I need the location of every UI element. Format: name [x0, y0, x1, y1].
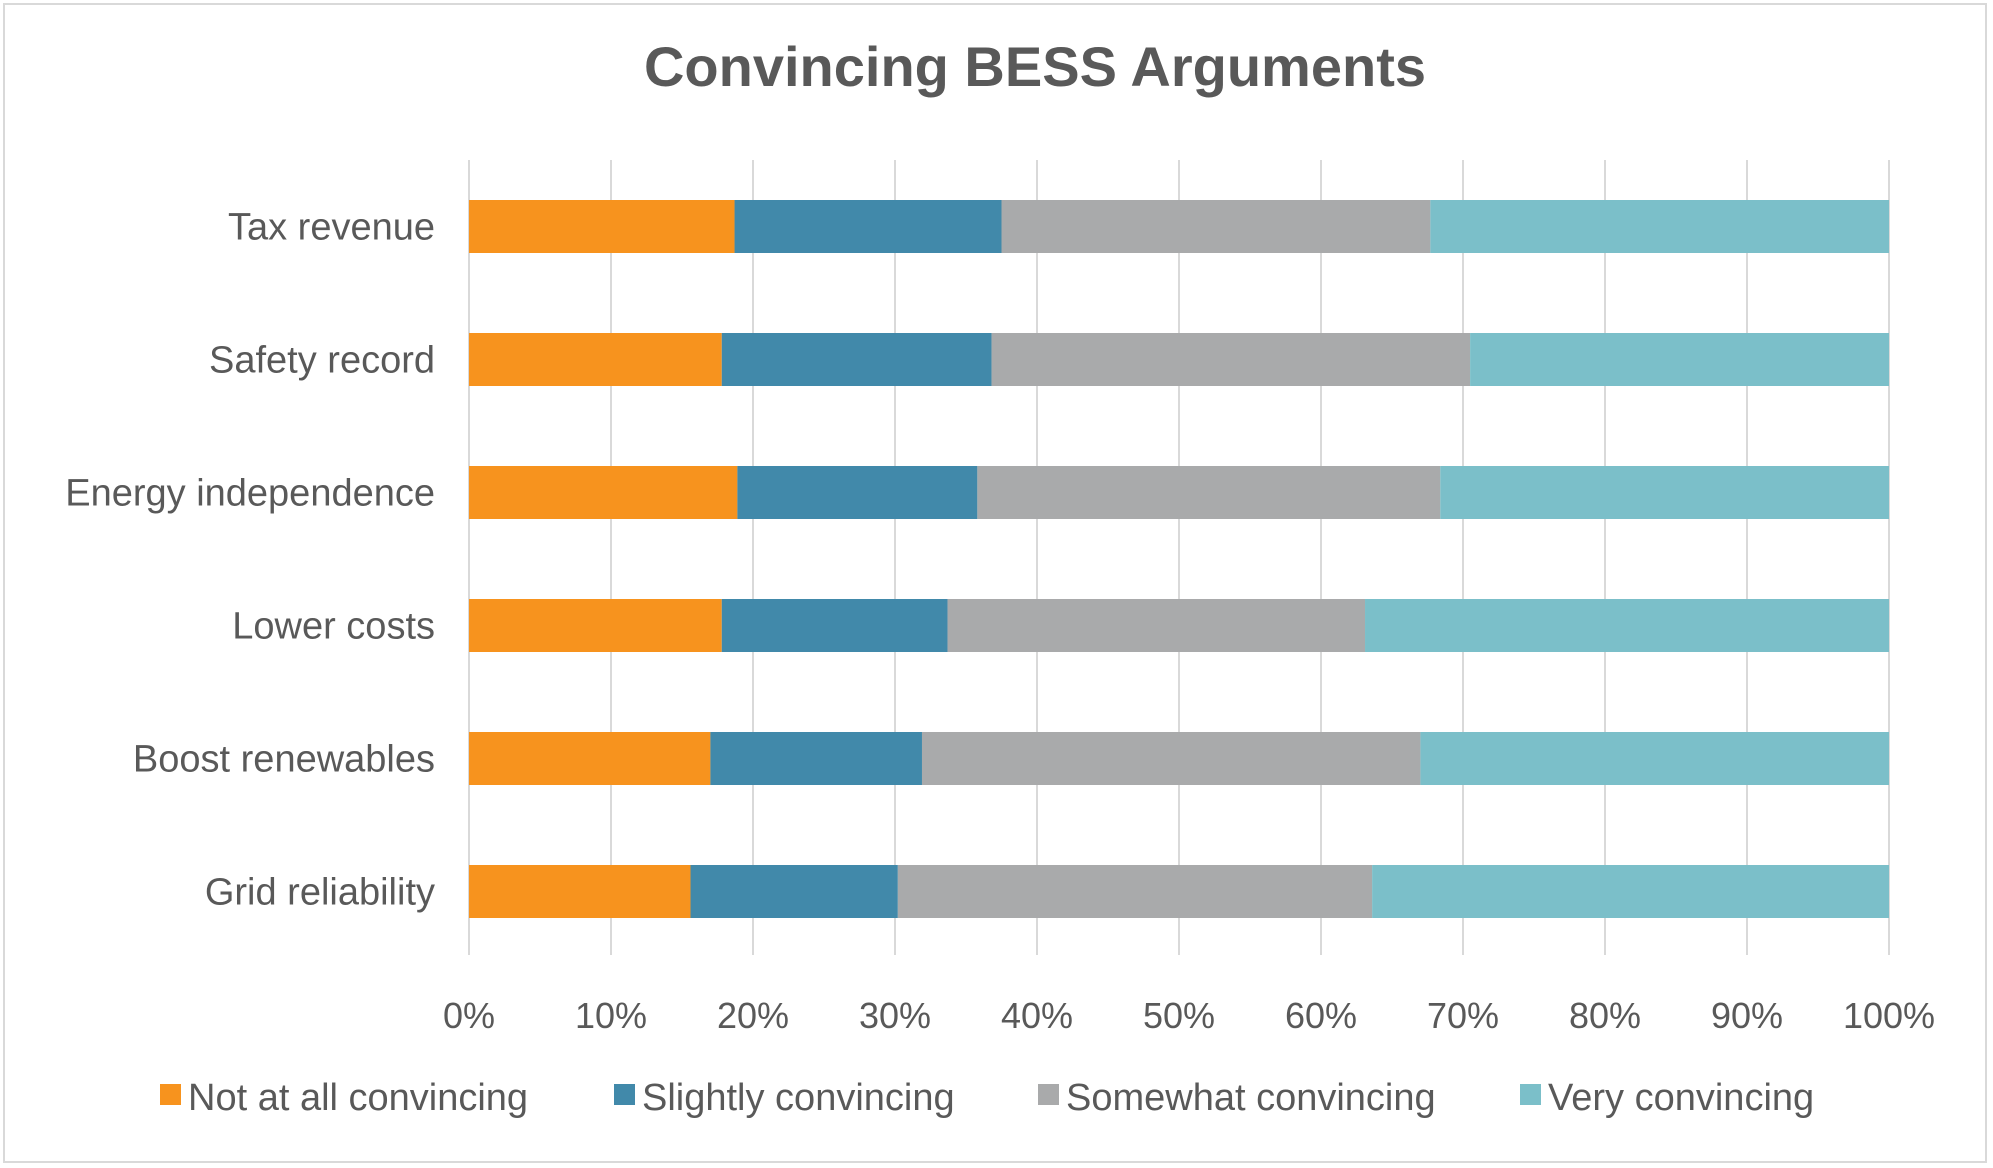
bar-tax-revenue-somewhat-convincing [1001, 200, 1431, 253]
category-label: Boost renewables [133, 739, 435, 781]
bars [469, 200, 1889, 918]
legend-label-3: Very convincing [1548, 1077, 1814, 1119]
bar-grid-reliability-not-at-all-convincing [469, 865, 691, 918]
chart-frame [3, 3, 1987, 1163]
x-tick-label: 20% [717, 995, 789, 1036]
x-tick-label: 40% [1001, 995, 1073, 1036]
x-tick-label: 60% [1285, 995, 1357, 1036]
bar-safety-record-not-at-all-convincing [469, 333, 722, 386]
bar-boost-renewables-slightly-convincing [710, 732, 922, 785]
bar-safety-record-slightly-convincing [721, 333, 992, 386]
legend-swatch-1 [614, 1084, 635, 1105]
x-tick-label: 90% [1711, 995, 1783, 1036]
gridlines [468, 160, 1890, 955]
bar-grid-reliability-very-convincing [1372, 865, 1889, 918]
legend: Not at all convincing Slightly convincing… [160, 1077, 1814, 1119]
category-label: Lower costs [232, 606, 435, 648]
x-axis-tick-labels: 0% 10% 20% 30% 40% 50% 60% 70% 80% 90% 100% [443, 995, 1935, 1036]
bar-energy-independence-very-convincing [1440, 466, 1889, 519]
bar-boost-renewables-somewhat-convincing [921, 732, 1421, 785]
legend-swatch-0 [160, 1084, 181, 1105]
category-labels: Tax revenue Safety record Energy independe… [65, 207, 435, 914]
chart-title: Convincing BESS Arguments [644, 35, 1426, 98]
x-tick-label: 50% [1143, 995, 1215, 1036]
category-label: Tax revenue [228, 207, 435, 249]
bar-boost-renewables-not-at-all-convincing [469, 732, 711, 785]
x-tick-label: 80% [1569, 995, 1641, 1036]
x-tick-label: 100% [1843, 995, 1935, 1036]
legend-label-1: Slightly convincing [642, 1077, 955, 1119]
bar-grid-reliability-somewhat-convincing [897, 865, 1373, 918]
legend-swatch-3 [1520, 1084, 1541, 1105]
legend-label-2: Somewhat convincing [1066, 1077, 1436, 1119]
bar-tax-revenue-very-convincing [1430, 200, 1889, 253]
bar-energy-independence-not-at-all-convincing [469, 466, 738, 519]
bar-lower-costs-very-convincing [1365, 599, 1889, 652]
legend-label-0: Not at all convincing [188, 1077, 528, 1119]
bar-safety-record-very-convincing [1470, 333, 1889, 386]
bar-lower-costs-slightly-convincing [721, 599, 948, 652]
category-label: Safety record [209, 340, 435, 382]
x-tick-label: 70% [1427, 995, 1499, 1036]
category-label: Energy independence [65, 473, 435, 515]
bar-energy-independence-somewhat-convincing [977, 466, 1441, 519]
category-label: Grid reliability [205, 872, 435, 914]
bar-tax-revenue-not-at-all-convincing [469, 200, 735, 253]
bar-energy-independence-slightly-convincing [737, 466, 978, 519]
bar-safety-record-somewhat-convincing [991, 333, 1471, 386]
x-tick-label: 10% [575, 995, 647, 1036]
bar-tax-revenue-slightly-convincing [734, 200, 1002, 253]
x-tick-label: 0% [443, 995, 495, 1036]
bar-grid-reliability-slightly-convincing [690, 865, 898, 918]
bar-boost-renewables-very-convincing [1420, 732, 1889, 785]
bar-lower-costs-not-at-all-convincing [469, 599, 722, 652]
x-tick-label: 30% [859, 995, 931, 1036]
bar-lower-costs-somewhat-convincing [947, 599, 1366, 652]
legend-swatch-2 [1038, 1084, 1059, 1105]
